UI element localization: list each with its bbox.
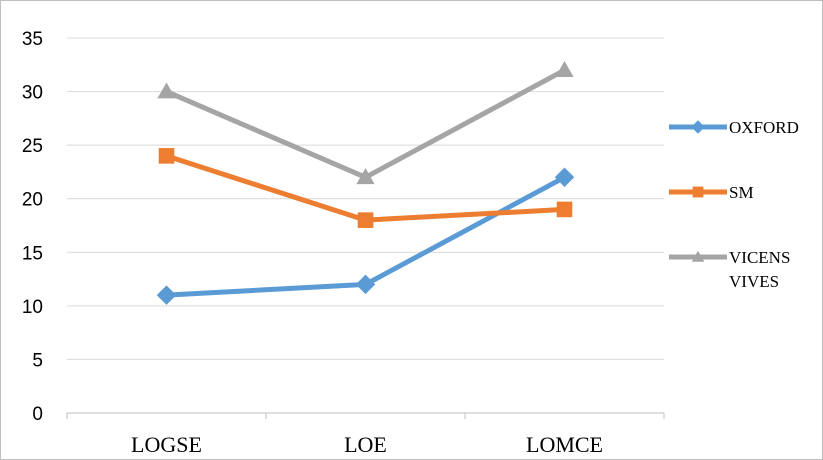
y-tick-label: 25	[22, 136, 43, 157]
series-line-sm	[164, 153, 567, 223]
data-point-oxford-loe	[355, 274, 376, 295]
y-tick-label: 35	[22, 29, 43, 50]
y-tick-label: 15	[22, 243, 43, 264]
legend-label-oxford: OXFORD	[729, 118, 799, 137]
data-point-oxford-logse	[156, 285, 177, 305]
y-tick-label: 0	[32, 404, 43, 425]
data-point-oxford-lomce	[554, 167, 575, 188]
y-tick-label: 30	[22, 83, 43, 104]
x-tick-label-lomce: LOMCE	[526, 432, 603, 457]
data-point-vicens-vives-lomce	[555, 61, 574, 77]
legend-label-vicens-vives: VICENS	[729, 248, 790, 267]
legend-label-vicens-vives: VIVES	[729, 272, 779, 291]
data-point-sm-lomce	[556, 201, 573, 218]
data-point-vicens-vives-logse	[157, 82, 176, 99]
x-tick-label-loe: LOE	[344, 432, 387, 457]
data-point-sm-logse	[158, 148, 175, 164]
legend-marker-sm	[692, 186, 704, 198]
legend-label-sm: SM	[729, 183, 754, 202]
data-point-vicens-vives-loe	[356, 168, 375, 185]
legend-marker-oxford	[691, 120, 705, 134]
y-tick-label: 10	[22, 297, 43, 318]
y-tick-label: 20	[22, 190, 43, 211]
legend-marker-vicens-vives	[691, 250, 705, 262]
series-line-vicens-vives	[164, 67, 567, 180]
x-tick-label-logse: LOGSE	[131, 432, 202, 457]
data-point-sm-loe	[357, 212, 374, 228]
y-tick-label: 5	[32, 350, 43, 371]
